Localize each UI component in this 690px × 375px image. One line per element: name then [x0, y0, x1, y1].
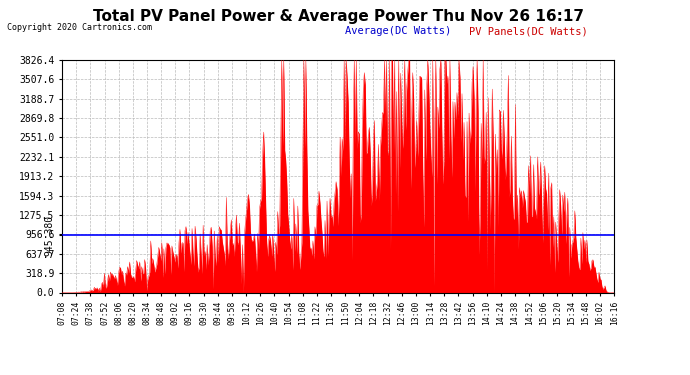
Text: Copyright 2020 Cartronics.com: Copyright 2020 Cartronics.com	[7, 22, 152, 32]
Text: Total PV Panel Power & Average Power Thu Nov 26 16:17: Total PV Panel Power & Average Power Thu…	[92, 9, 584, 24]
Text: PV Panels(DC Watts): PV Panels(DC Watts)	[469, 26, 588, 36]
Text: Average(DC Watts): Average(DC Watts)	[345, 26, 451, 36]
